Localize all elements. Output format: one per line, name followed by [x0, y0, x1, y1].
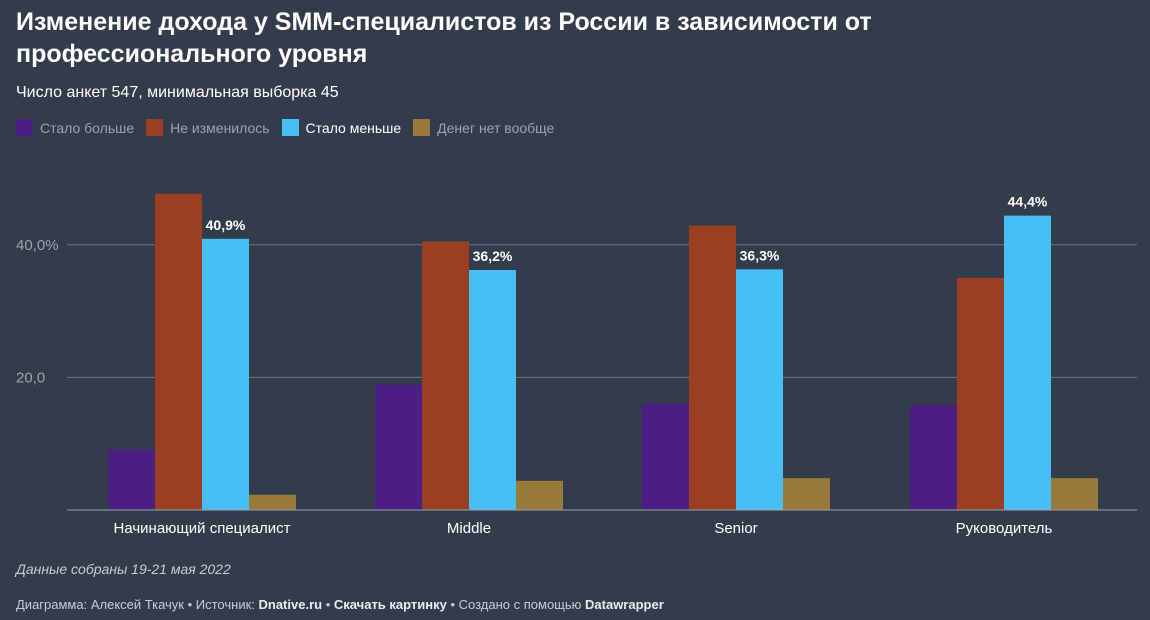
bar-2-3 [783, 478, 830, 510]
legend: Стало больше Не изменилось Стало меньше … [16, 119, 566, 136]
footer-author: Диаграмма: Алексей Ткачук • Источник: [16, 597, 259, 612]
x-tick-label: Руководитель [956, 520, 1053, 537]
chart-subtitle: Число анкет 547, минимальная выборка 45 [16, 84, 339, 101]
bar-0-3 [249, 494, 296, 510]
x-tick-label: Middle [447, 520, 491, 537]
bar-0-2 [202, 238, 249, 510]
bar-3-2 [1004, 215, 1051, 511]
footer-separator: • [322, 597, 334, 612]
data-label: 40,9% [206, 217, 246, 233]
legend-item-no-money[interactable]: Денег нет вообще [413, 119, 554, 136]
bar-1-3 [516, 480, 563, 510]
bar-chart: 20,0 40,0% 40,9% 36,2% 36,3% 44,4% Начинающий … [16, 193, 1137, 537]
chart-title: Изменение дохода у SMM-специалистов из Р… [16, 8, 872, 68]
legend-item-unchanged[interactable]: Не изменилось [146, 119, 270, 136]
data-label: 36,3% [740, 247, 780, 263]
legend-label-less: Стало меньше [305, 119, 402, 136]
x-tick-label: Senior [714, 520, 757, 537]
footer-source-link[interactable]: Dnative.ru [258, 597, 323, 612]
footer-tool-link[interactable]: Datawrapper [585, 597, 664, 612]
legend-item-more[interactable]: Стало больше [16, 119, 134, 136]
bar-0-1 [155, 193, 202, 510]
legend-swatch-more [16, 119, 33, 136]
data-label: 36,2% [473, 248, 513, 264]
legend-label-unchanged: Не изменилось [170, 119, 270, 136]
y-tick-label: 20,0 [16, 369, 45, 386]
footer-download-link[interactable]: Скачать картинку [333, 597, 447, 612]
bar-1-2 [469, 269, 516, 510]
bar-2-0 [642, 403, 689, 510]
bar-3-1 [957, 277, 1004, 510]
footer-made-with: • Создано с помощью [446, 597, 586, 612]
x-tick-label: Начинающий специалист [114, 520, 291, 537]
data-label: 44,4% [1008, 194, 1048, 210]
y-tick-label: 40,0% [16, 237, 59, 254]
bar-3-3 [1051, 478, 1098, 510]
bar-2-2 [736, 269, 783, 510]
bar-1-0 [375, 384, 422, 510]
footer: Диаграмма: Алексей Ткачук • Источник: Dn… [16, 597, 664, 612]
legend-swatch-no-money [413, 119, 431, 136]
bar-0-0 [108, 449, 155, 510]
legend-label-more: Стало больше [40, 119, 135, 136]
legend-swatch-unchanged [146, 119, 164, 136]
legend-swatch-less [281, 119, 299, 136]
bar-3-0 [910, 404, 957, 510]
bar-2-1 [689, 225, 736, 510]
data-collection-note: Данные собраны 19-21 мая 2022 [16, 561, 231, 577]
bar-1-1 [422, 241, 469, 511]
legend-label-no-money: Денег нет вообще [437, 119, 555, 136]
legend-item-less[interactable]: Стало меньше [281, 119, 402, 136]
